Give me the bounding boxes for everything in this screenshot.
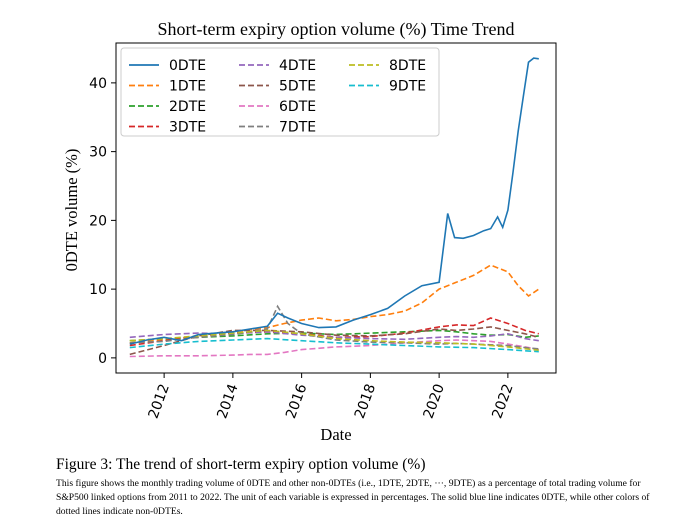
x-tick-label: 2014	[214, 382, 241, 421]
legend-label-3dte: 3DTE	[169, 120, 206, 136]
time-trend-chart: Short-term expiry option volume (%) Time…	[62, 19, 557, 444]
y-tick-label: 0	[98, 351, 107, 367]
legend-label-0dte: 0DTE	[169, 58, 206, 74]
series-line-0dte	[129, 57, 539, 345]
x-tick-label: 2022	[489, 382, 516, 421]
y-tick-label: 30	[89, 145, 107, 161]
legend-box	[120, 47, 440, 137]
legend-label-1dte: 1DTE	[169, 79, 206, 95]
legend-label-5dte: 5DTE	[279, 79, 316, 95]
legend-label-2dte: 2DTE	[169, 99, 206, 115]
series-line-1dte	[129, 264, 540, 344]
plot-frame	[115, 42, 557, 374]
y-tick-label: 10	[89, 282, 107, 298]
x-tick-label: 2016	[283, 382, 310, 421]
series-line-7dte	[129, 304, 539, 350]
series-line-5dte	[129, 326, 539, 356]
figure-caption-body: This figure shows the monthly trading vo…	[56, 478, 650, 517]
series-line-4dte	[129, 330, 539, 342]
plot-area	[129, 57, 540, 358]
chart-title: Short-term expiry option volume (%) Time…	[158, 19, 515, 40]
series-line-3dte	[129, 317, 539, 347]
legend: 0DTE 1DTE 2DTE 3DTE 4DTE 5DTE 6DTE 7DTE 8DTE 9DTE	[120, 47, 440, 137]
x-axis-label: Date	[320, 425, 351, 444]
legend-label-7dte: 7DTE	[279, 120, 316, 136]
legend-label-4dte: 4DTE	[279, 58, 316, 74]
legend-label-9dte: 9DTE	[389, 79, 426, 95]
figure-caption-title: Figure 3: The trend of short-term expiry…	[56, 456, 426, 473]
series-line-9dte	[129, 337, 539, 353]
x-tick-label: 2018	[352, 382, 379, 421]
series-line-6dte	[129, 339, 539, 358]
series-line-8dte	[129, 329, 539, 352]
y-tick-label: 40	[89, 76, 107, 92]
y-axis-label: 0DTE volume (%)	[62, 149, 81, 272]
x-tick-label: 2012	[146, 382, 173, 421]
x-tick-label: 2020	[421, 382, 448, 421]
y-tick-label: 20	[89, 213, 107, 229]
legend-label-8dte: 8DTE	[389, 58, 426, 74]
legend-label-6dte: 6DTE	[279, 99, 316, 115]
